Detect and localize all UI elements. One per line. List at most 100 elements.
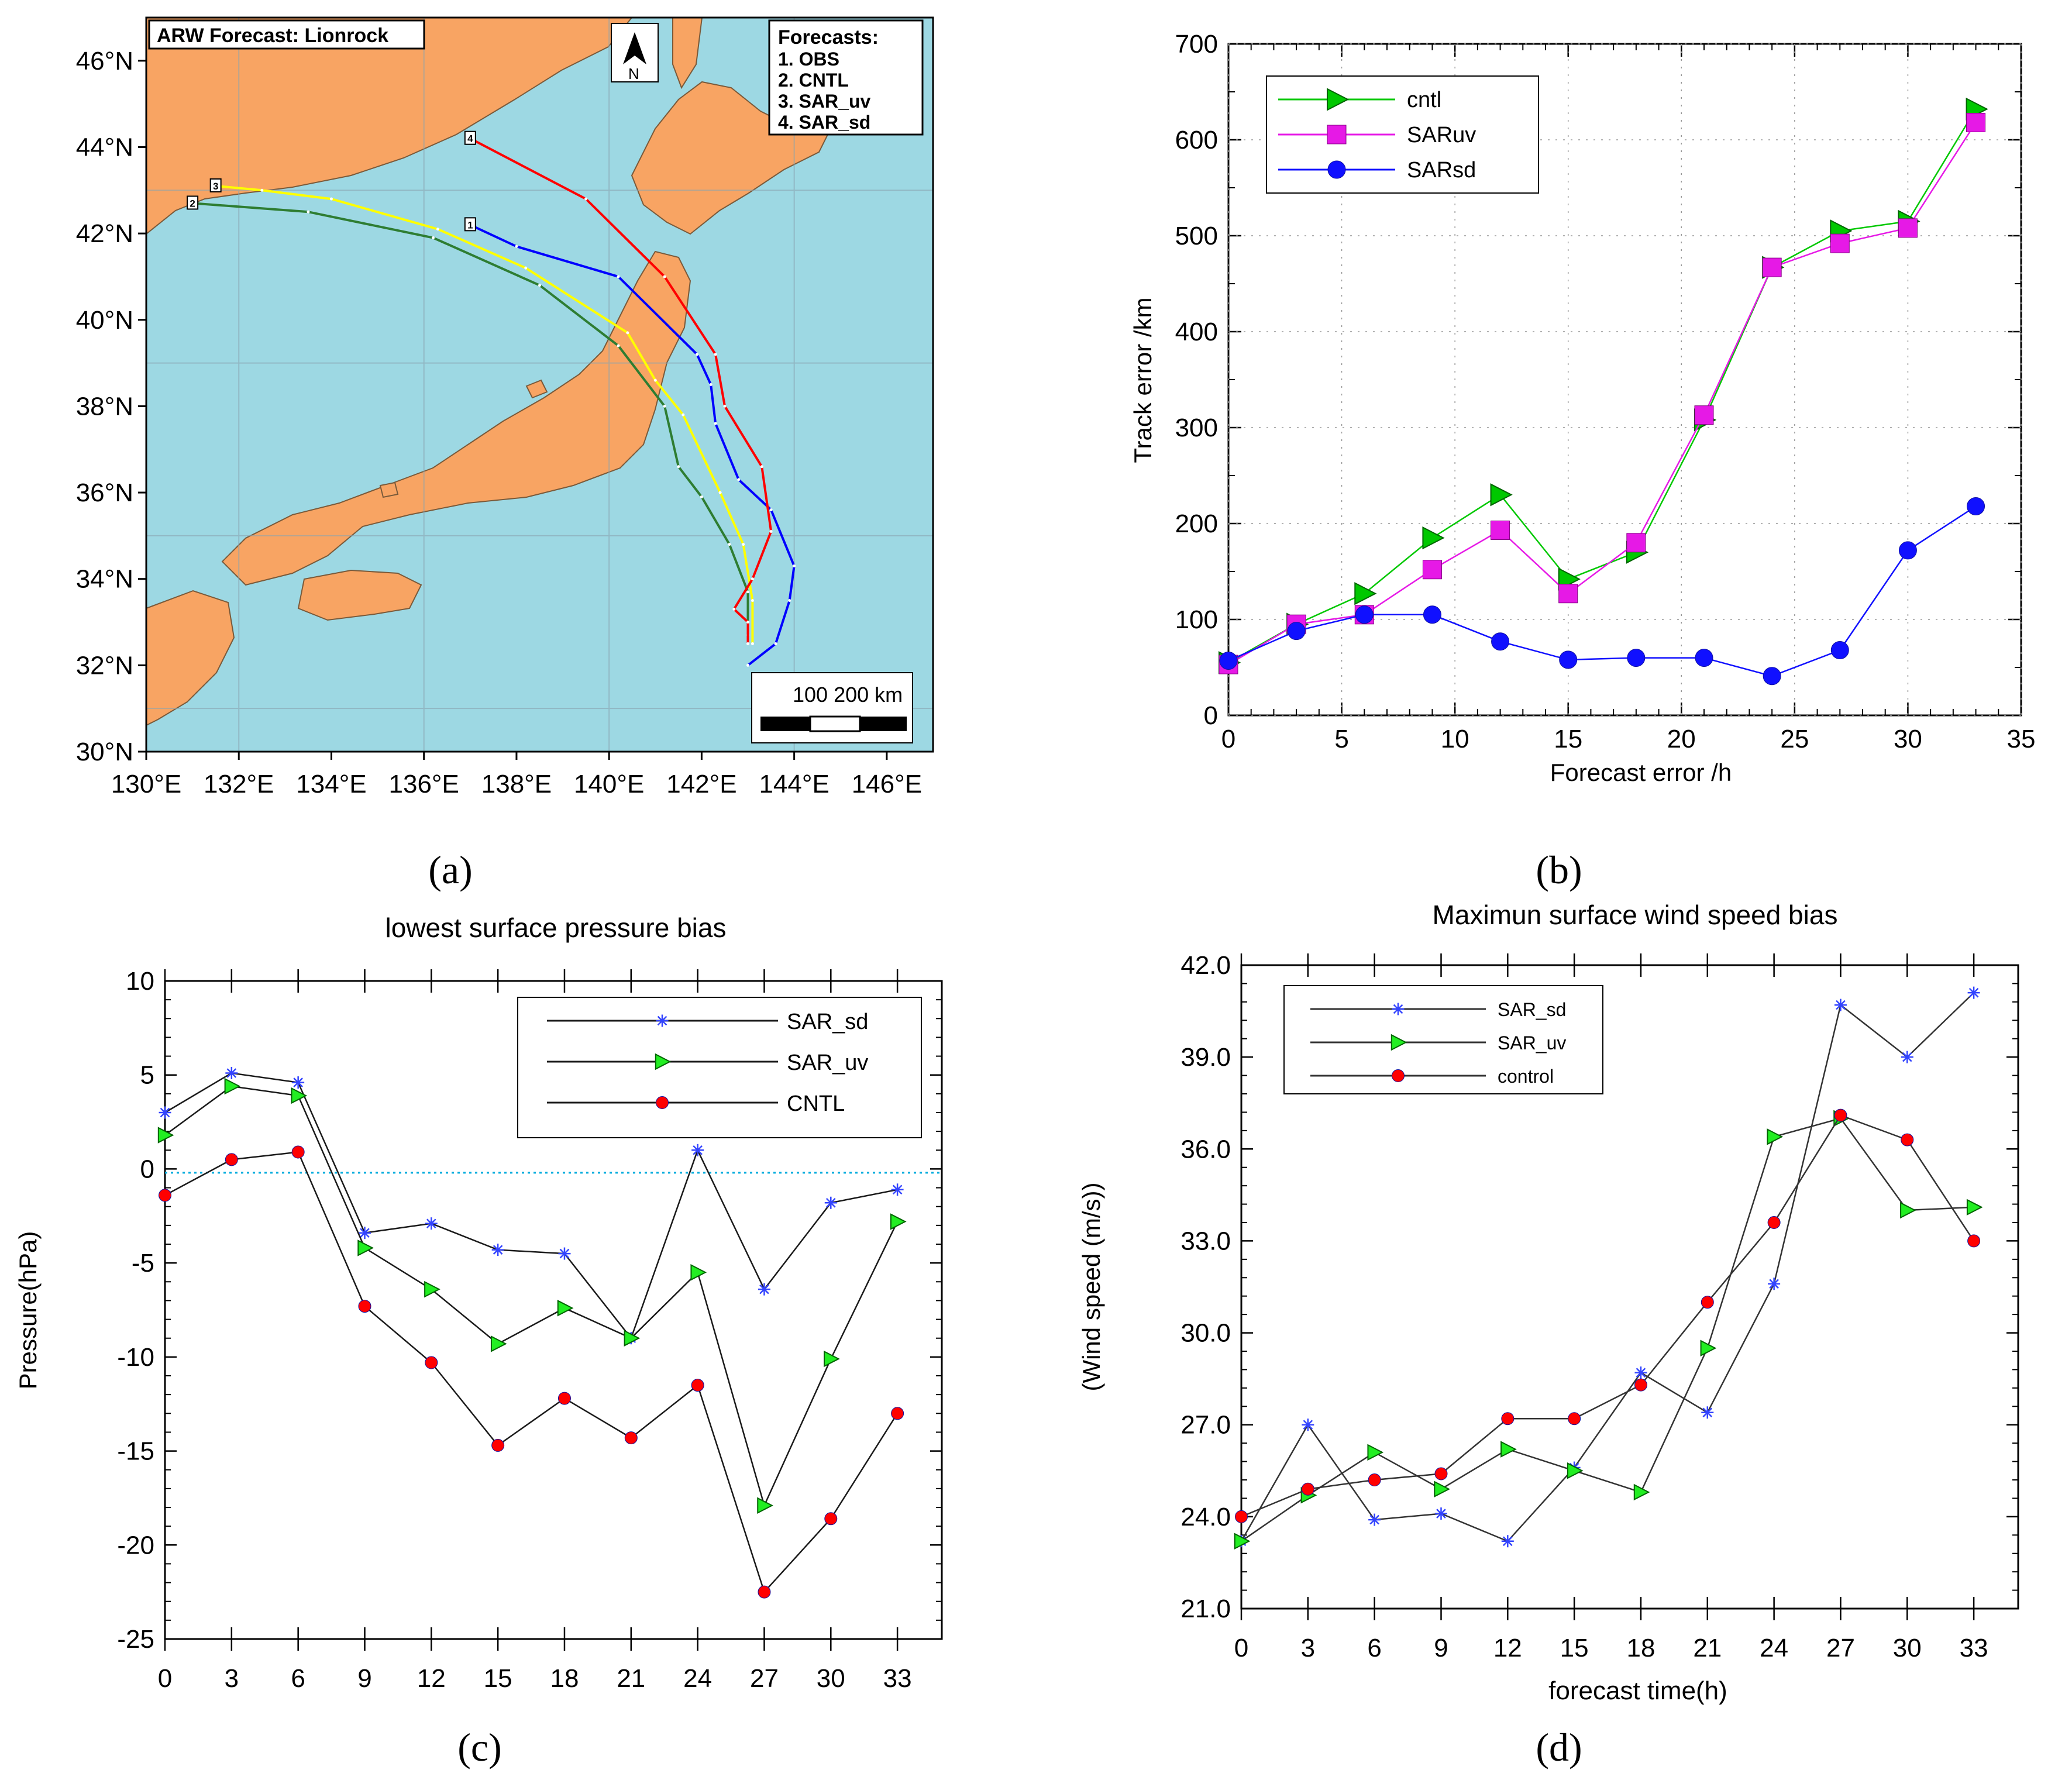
x-tick-label: 18	[550, 1664, 579, 1693]
lon-tick-label: 140°E	[574, 770, 644, 798]
kyushu-landmass	[146, 590, 235, 726]
x-tick-label: 0	[1221, 725, 1235, 753]
track-node	[774, 642, 777, 645]
y-tick-label: 200	[1175, 509, 1218, 538]
data-point-circle	[425, 1356, 438, 1369]
y-tick-label: 42.0	[1180, 951, 1231, 980]
track-node	[737, 478, 741, 481]
track-node	[788, 599, 791, 602]
series-layer	[157, 1067, 907, 1599]
x-tick-label: 20	[1667, 725, 1696, 753]
series-control	[1235, 1108, 1981, 1523]
lon-tick-label: 142°E	[666, 770, 736, 798]
star-stroke	[1836, 1000, 1846, 1010]
track-node	[751, 642, 754, 645]
track-node	[718, 491, 722, 494]
x-tick-label: 30	[817, 1664, 845, 1693]
track-node	[682, 413, 685, 416]
star-stroke	[1303, 1420, 1313, 1430]
data-point-circle	[1763, 667, 1781, 686]
series-saruv	[1219, 112, 1986, 674]
track-node	[793, 564, 796, 568]
data-point-triangle	[824, 1350, 840, 1368]
star-stroke	[160, 1107, 170, 1118]
track-node	[524, 266, 528, 270]
legend-item: SAR_uv	[1310, 1032, 1566, 1053]
data-point-star	[225, 1067, 238, 1079]
x-tick-label: 9	[1434, 1634, 1448, 1662]
x-tick-label: 6	[291, 1664, 305, 1693]
track-node	[515, 245, 518, 248]
data-point-triangle	[1966, 1199, 1983, 1216]
track-node	[696, 353, 698, 356]
data-point-square	[1898, 218, 1918, 238]
y-tick-label: 300	[1175, 414, 1218, 442]
star-stroke	[293, 1077, 303, 1087]
star-stroke	[559, 1248, 570, 1259]
data-point-star	[1302, 1418, 1314, 1431]
lat-tick-label: 36°N	[76, 478, 133, 507]
legend-item: SARuv	[1278, 123, 1476, 147]
data-point-star	[425, 1217, 438, 1230]
caption-c: (c)	[457, 1725, 501, 1769]
star-stroke	[1968, 987, 1979, 998]
data-point-star	[824, 1196, 837, 1209]
data-point-star	[1901, 1051, 1913, 1063]
map-legend-item: 4. SAR_sd	[778, 112, 870, 133]
data-point-triangle	[757, 1497, 773, 1514]
y-tick-label: 36.0	[1180, 1135, 1231, 1163]
y-tick-label: 600	[1175, 126, 1218, 154]
y-tick-label: -25	[117, 1625, 154, 1654]
x-tick-label: 0	[158, 1664, 172, 1693]
x-tick-label: 9	[357, 1664, 371, 1693]
data-point-star	[656, 1014, 669, 1027]
x-tick-label: 25	[1780, 725, 1809, 753]
lat-tick-label: 44°N	[76, 133, 133, 161]
legend-label: SARsd	[1407, 158, 1476, 183]
y-tick-label: 100	[1175, 605, 1218, 634]
data-point-circle	[358, 1300, 371, 1313]
scale-bar-segment	[809, 715, 861, 732]
track-node	[432, 236, 435, 239]
data-point-circle	[1634, 1378, 1647, 1392]
map-title-box	[148, 19, 425, 50]
track-node	[732, 607, 736, 611]
series-sar_sd	[159, 1067, 904, 1345]
series-line	[1228, 122, 1977, 666]
y-tick-label: -20	[117, 1531, 154, 1559]
x-tick-label: 30	[1894, 725, 1922, 753]
data-point-triangle	[1434, 1480, 1450, 1497]
data-point-circle	[1901, 1133, 1914, 1146]
data-point-circle	[159, 1189, 171, 1202]
data-point-circle	[624, 1431, 638, 1445]
plot-frame	[1240, 964, 2019, 1610]
data-point-circle	[1301, 1482, 1314, 1496]
x-tick-label: 15	[484, 1664, 512, 1693]
series-line	[1228, 108, 1977, 663]
data-point-circle	[1327, 160, 1346, 179]
track-node	[677, 465, 680, 469]
star-stroke	[1902, 1052, 1912, 1062]
y-tick-label: -10	[117, 1343, 154, 1372]
data-point-circle	[1423, 605, 1441, 624]
series-line	[164, 1151, 899, 1594]
axis-ticks: 21.0 24.0 27.0 30.0 33.0 36.0 39.0 42.0 0 3 6 9 12 15…	[1180, 951, 2018, 1662]
x-tick-label: 27	[750, 1664, 779, 1693]
map-land	[146, 18, 832, 726]
star-stroke	[1393, 1004, 1403, 1014]
data-point-star	[558, 1247, 571, 1260]
data-point-circle	[1287, 622, 1306, 641]
data-point-circle	[691, 1379, 704, 1392]
map-latitude-labels: 46°N 44°N 42°N 40°N 38°N 36°N 34°N 32°N 30°N	[76, 47, 146, 766]
sakhalin-landmass	[672, 18, 703, 89]
data-point-circle	[1568, 1412, 1581, 1426]
scale-bar-segment	[860, 717, 907, 731]
legend-label: cntl	[1407, 88, 1441, 112]
data-point-star	[1368, 1513, 1381, 1526]
legend-label: CNTL	[787, 1092, 845, 1116]
star-stroke	[1769, 1279, 1779, 1289]
track-label-box	[464, 217, 476, 232]
x-tick-label: 12	[417, 1664, 446, 1693]
star-stroke	[1436, 1509, 1446, 1519]
x-tick-label: 12	[1493, 1634, 1522, 1662]
